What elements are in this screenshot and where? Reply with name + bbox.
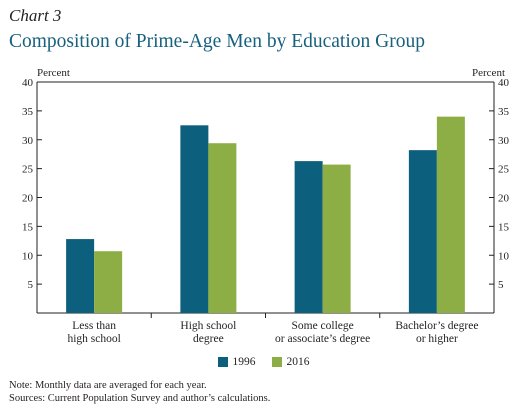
footnotes: Note: Monthly data are averaged for each… [9, 379, 270, 405]
x-category-label: high school [67, 333, 120, 345]
y-tick-label-right: 5 [498, 279, 504, 291]
y-tick-label-right: 20 [498, 193, 510, 205]
y-tick-label-left: 15 [22, 221, 34, 233]
y-tick-label-right: 35 [498, 106, 510, 118]
x-category-label: Less than [72, 320, 116, 332]
x-category-label: degree [193, 333, 224, 345]
bar-1996 [408, 150, 437, 313]
x-category-label: or higher [416, 333, 458, 345]
legend-swatch-2016 [271, 357, 282, 367]
legend-item-2016: 2016 [271, 356, 310, 368]
note-text: Note: Monthly data are averaged for each… [9, 380, 207, 391]
legend-label-1996: 1996 [232, 356, 256, 368]
y-tick-label-left: 10 [22, 250, 34, 262]
y-tick-label-left: 25 [22, 164, 34, 176]
y-tick-label-right: 25 [498, 164, 510, 176]
y-tick-label-left: 30 [22, 135, 34, 147]
legend: 1996 2016 [0, 356, 527, 368]
x-category-label: Bachelor’s degree [395, 320, 478, 332]
y-tick-label-right: 40 [498, 77, 510, 89]
sources-text: Sources: Current Population Survey and a… [9, 393, 271, 404]
y-tick-label-right: 10 [498, 250, 510, 262]
left-axis-unit: Percent [37, 67, 70, 79]
bar-2016 [322, 164, 351, 313]
bar-2016 [208, 143, 237, 313]
chart-title: Composition of Prime-Age Men by Educatio… [9, 31, 425, 52]
x-category-label: High school [180, 320, 236, 332]
y-tick-label-right: 30 [498, 135, 510, 147]
right-axis-unit: Percent [472, 67, 505, 79]
y-tick-label-left: 5 [28, 279, 34, 291]
x-category-label: Some college [291, 320, 353, 332]
y-tick-label-right: 15 [498, 221, 510, 233]
legend-swatch-1996 [217, 357, 228, 367]
y-tick-label-left: 40 [22, 77, 34, 89]
bar-2016 [94, 251, 123, 313]
legend-label-2016: 2016 [286, 356, 310, 368]
y-tick-label-left: 20 [22, 193, 34, 205]
bar-2016 [436, 116, 465, 314]
bar-1996 [294, 161, 323, 313]
y-tick-label-left: 35 [22, 106, 34, 118]
bar-1996 [180, 125, 209, 313]
x-category-label: or associate’s degree [275, 333, 370, 345]
legend-item-1996: 1996 [217, 356, 256, 368]
bar-1996 [66, 239, 95, 313]
chart-label: Chart 3 [9, 6, 62, 25]
